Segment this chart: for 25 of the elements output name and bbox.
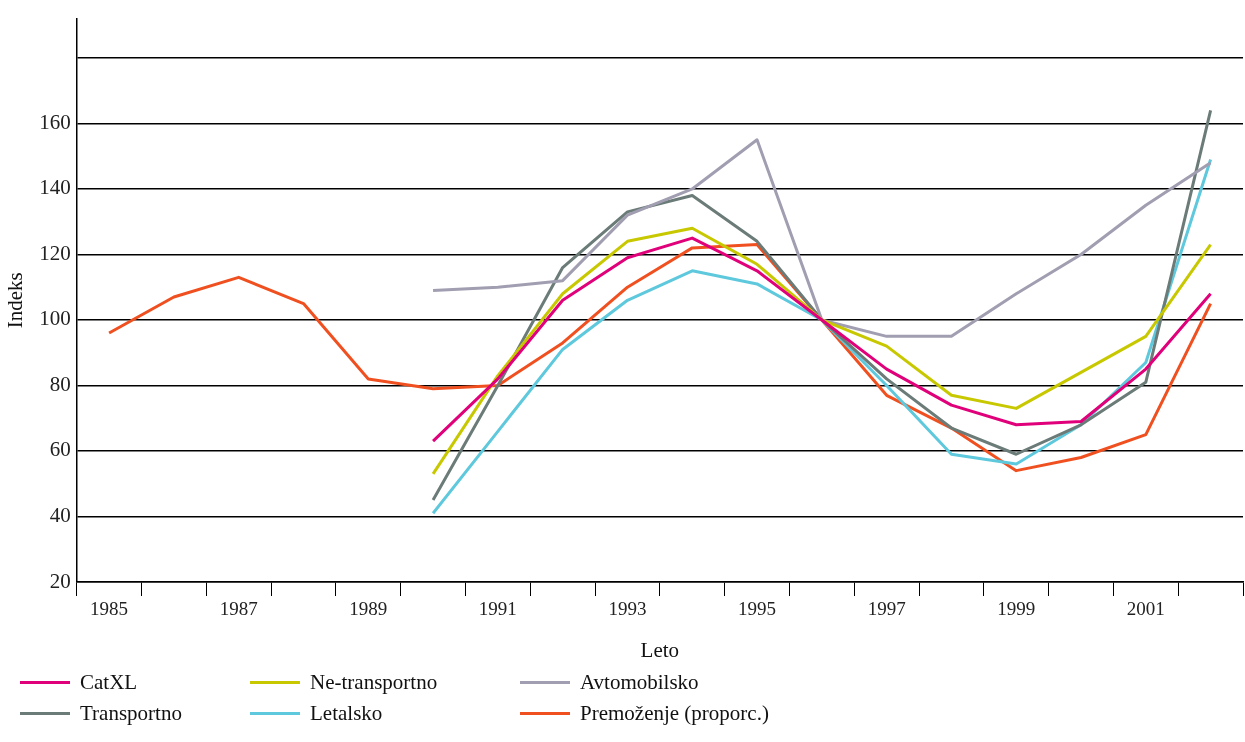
- x-tick-label: 1993: [608, 598, 647, 620]
- y-tick-label: 60: [49, 437, 71, 462]
- y-axis-title: Indeks: [3, 272, 28, 329]
- y-tick-label: 100: [39, 306, 71, 331]
- y-tick-label: 80: [49, 371, 71, 396]
- legend-label: Letalsko: [310, 701, 383, 726]
- y-tick-label: 160: [39, 109, 71, 134]
- x-tick-label: 1991: [478, 598, 517, 620]
- y-tick-label: 20: [49, 568, 71, 593]
- y-tick-label: 140: [39, 175, 71, 200]
- x-axis-title: Leto: [640, 637, 680, 662]
- x-tick-label: 2001: [1126, 598, 1165, 620]
- legend-label: Premoženje (proporc.): [580, 701, 769, 726]
- y-tick-label: 120: [39, 240, 71, 265]
- x-tick-label: 1997: [867, 598, 906, 620]
- y-tick-label: 40: [49, 503, 71, 527]
- x-tick-label: 1989: [349, 598, 388, 620]
- x-tick-label: 1987: [219, 598, 258, 620]
- legend-label: Ne-transportno: [310, 670, 438, 695]
- x-tick-label: 1985: [90, 598, 129, 620]
- x-tick-label: 1999: [997, 598, 1036, 620]
- legend-label: Transportno: [80, 701, 182, 726]
- x-tick-label: 1995: [738, 598, 777, 620]
- legend-label: Avtomobilsko: [580, 670, 699, 695]
- legend-label: CatXL: [80, 670, 138, 695]
